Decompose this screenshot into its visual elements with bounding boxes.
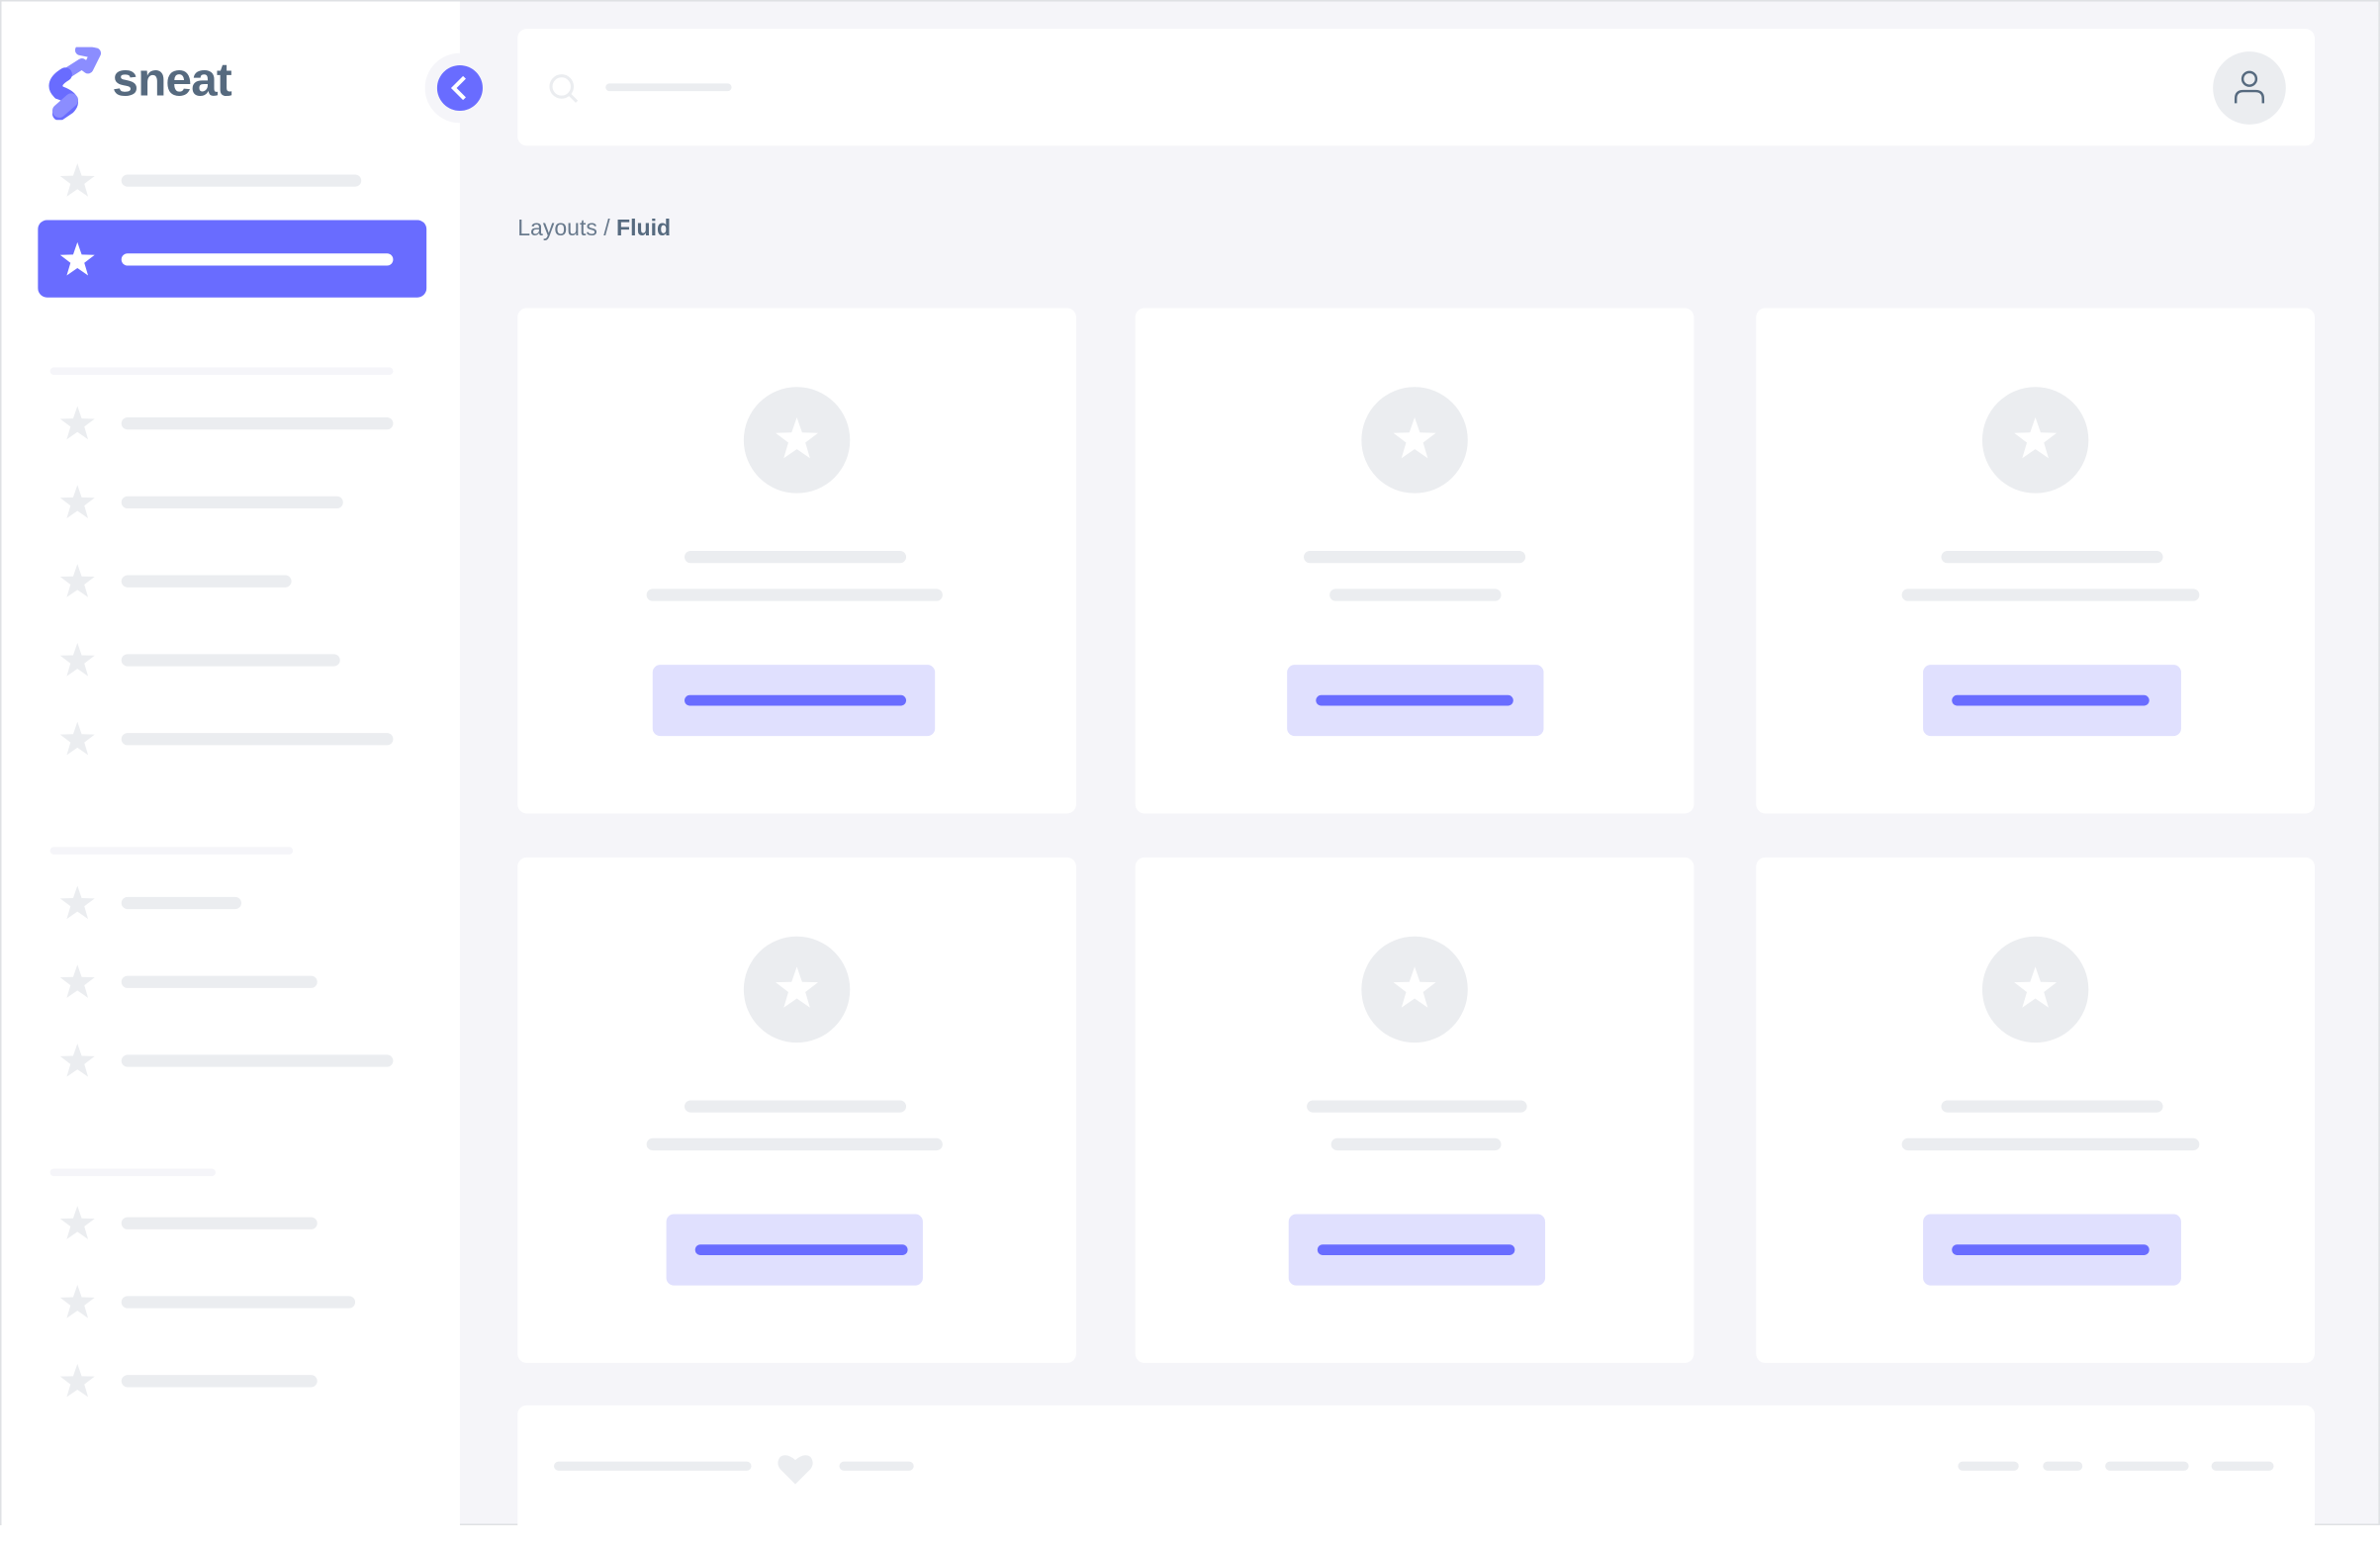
sidebar-item[interactable] (121, 496, 343, 509)
star-icon (57, 161, 97, 201)
card (1135, 308, 1694, 814)
card-button-label (1952, 1244, 2150, 1255)
breadcrumb-separator: / (596, 215, 617, 241)
card-avatar (1361, 387, 1468, 494)
star-icon (57, 404, 97, 443)
star-icon (2011, 414, 2060, 463)
breadcrumb: Layouts / Fluid (517, 216, 671, 241)
card-avatar (743, 387, 851, 494)
card-title (1304, 550, 1526, 564)
star-icon (57, 483, 97, 522)
star-icon (2011, 963, 2060, 1012)
star-icon (57, 1204, 97, 1243)
breadcrumb-current: Fluid (616, 215, 672, 241)
card-button-label (1952, 694, 2150, 706)
star-icon (1391, 414, 1439, 463)
card-avatar (743, 936, 851, 1043)
star-icon (57, 1361, 97, 1401)
card (1756, 308, 2315, 814)
sidebar-section-header (49, 1168, 216, 1177)
star-icon (57, 719, 97, 759)
star-icon (57, 962, 97, 1002)
star-icon (57, 1283, 97, 1322)
sidebar-section-header (49, 367, 394, 375)
chevron-left-icon (450, 75, 466, 101)
card-avatar (1361, 936, 1468, 1043)
card-title (685, 1100, 907, 1113)
card-button-label (685, 694, 907, 706)
sidebar-item[interactable] (121, 575, 292, 588)
star-icon (57, 562, 97, 601)
footer-text (554, 1461, 752, 1471)
card-text (1901, 589, 2200, 601)
footer-link[interactable] (2211, 1461, 2274, 1471)
card-button[interactable] (652, 665, 936, 737)
brand-name[interactable]: sneat (112, 52, 232, 107)
user-avatar[interactable] (2213, 51, 2286, 125)
sidebar-item[interactable] (121, 1375, 318, 1388)
star-icon (57, 641, 97, 680)
sneat-logo-icon (48, 46, 102, 121)
card-button[interactable] (1288, 1214, 1546, 1286)
navbar (517, 29, 2315, 146)
footer-link[interactable] (2105, 1461, 2189, 1471)
sidebar-item[interactable] (121, 654, 340, 667)
card (517, 857, 1076, 1363)
card-text (646, 1137, 943, 1151)
footer-link[interactable] (2043, 1461, 2083, 1471)
heart-icon (778, 1455, 813, 1485)
card-button[interactable] (1923, 1214, 2181, 1286)
star-icon (57, 883, 97, 923)
card-text (646, 589, 943, 601)
card (517, 308, 1076, 814)
card-text (1901, 1137, 2200, 1151)
card-title (685, 550, 907, 564)
sidebar-item[interactable] (121, 733, 394, 746)
sidebar-item[interactable] (121, 1054, 394, 1067)
sidebar: sneat (1, 1, 496, 1527)
card (1135, 857, 1694, 1363)
card-button-label (694, 1244, 908, 1255)
sidebar-item[interactable] (121, 174, 362, 187)
sidebar-item[interactable] (121, 253, 394, 266)
card-button[interactable] (666, 1214, 923, 1286)
user-icon (2234, 70, 2265, 104)
footer-link[interactable] (839, 1461, 914, 1471)
card-button-label (1317, 1244, 1515, 1255)
sidebar-item[interactable] (121, 975, 318, 988)
star-icon (57, 1042, 97, 1081)
sidebar-section-header (49, 847, 294, 855)
card-avatar (1981, 387, 2089, 494)
card-button[interactable] (1923, 665, 2181, 737)
star-icon (773, 414, 821, 463)
footer (517, 1405, 2315, 1542)
card-title (1941, 1100, 2163, 1113)
star-icon (57, 239, 97, 279)
breadcrumb-parent[interactable]: Layouts (517, 215, 597, 241)
card-title (1307, 1100, 1527, 1113)
sidebar-item[interactable] (121, 896, 241, 910)
card-button[interactable] (1287, 665, 1544, 737)
search-icon[interactable] (548, 73, 582, 107)
star-icon (773, 963, 821, 1012)
star-icon (1391, 963, 1439, 1012)
search-input[interactable] (605, 83, 732, 92)
sidebar-item[interactable] (121, 416, 394, 430)
sidebar-item[interactable] (121, 1217, 318, 1229)
card-text (1329, 589, 1502, 601)
card (1756, 857, 2315, 1363)
card-title (1941, 550, 2163, 564)
collapse-sidebar-button[interactable] (436, 64, 483, 112)
card-button-label (1316, 694, 1513, 706)
sidebar-item[interactable] (121, 1296, 356, 1309)
card-avatar (1981, 936, 2089, 1043)
card-text (1330, 1137, 1502, 1151)
footer-link[interactable] (1958, 1461, 2019, 1471)
